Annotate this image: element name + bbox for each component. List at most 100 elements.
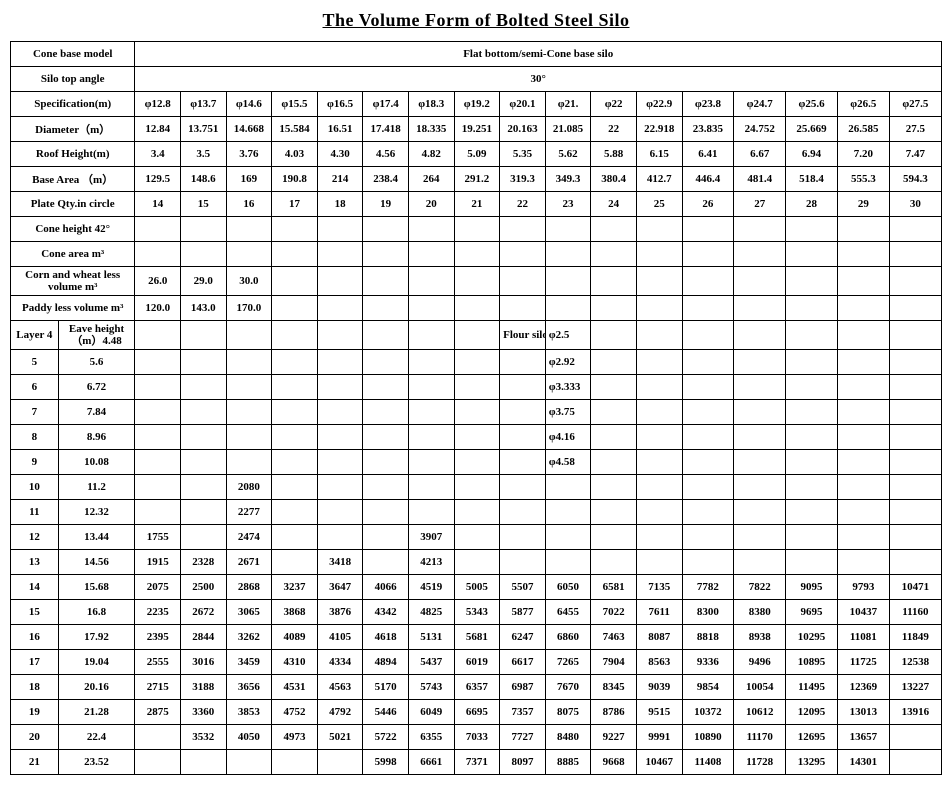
val-6-7 — [454, 375, 500, 400]
val-10-7 — [454, 475, 500, 500]
cone-height-7 — [454, 217, 500, 242]
row-roof-height-13: 6.67 — [734, 142, 786, 167]
row-plate-qty-3: 17 — [272, 192, 318, 217]
row-specification-7: φ19.2 — [454, 92, 500, 117]
flour-row-8: Flour silo — [500, 321, 546, 350]
row-roof-height-11: 6.15 — [636, 142, 682, 167]
val-12-15 — [837, 525, 889, 550]
silo-table: Cone base modelFlat bottom/semi-Cone bas… — [10, 41, 942, 775]
val-9-1 — [180, 450, 226, 475]
row-diameter-9: 21.085 — [545, 117, 591, 142]
row-diameter-0: 12.84 — [135, 117, 181, 142]
row-plate-qty-7: 21 — [454, 192, 500, 217]
val-11-3 — [272, 500, 318, 525]
val-12-13 — [734, 525, 786, 550]
val-12-0: 1755 — [135, 525, 181, 550]
val-10-3 — [272, 475, 318, 500]
corn-0: 26.0 — [135, 267, 181, 296]
cone-area-13 — [734, 242, 786, 267]
val-7-10 — [591, 400, 637, 425]
corn-3 — [272, 267, 318, 296]
val-7-1 — [180, 400, 226, 425]
row-plate-qty-0: 14 — [135, 192, 181, 217]
table-row: Specification(m)φ12.8φ13.7φ14.6φ15.5φ16.… — [11, 92, 942, 117]
val-12-8 — [500, 525, 546, 550]
layer-num-14: 14 — [11, 575, 59, 600]
val-17-16: 12538 — [889, 650, 941, 675]
val-6-0 — [135, 375, 181, 400]
header-angle30: 30° — [135, 67, 942, 92]
val-20-0 — [135, 725, 181, 750]
row-plate-qty-14: 28 — [786, 192, 838, 217]
row-specification-8: φ20.1 — [500, 92, 546, 117]
val-15-14: 9695 — [786, 600, 838, 625]
row-plate-qty-6: 20 — [408, 192, 454, 217]
cone-height-8 — [500, 217, 546, 242]
flour-row-11 — [636, 321, 682, 350]
val-7-9: φ3.75 — [545, 400, 591, 425]
eave-5: 5.6 — [58, 350, 135, 375]
val-18-14: 11495 — [786, 675, 838, 700]
val-18-10: 8345 — [591, 675, 637, 700]
cone-height-10 — [591, 217, 637, 242]
row-base-area-15: 555.3 — [837, 167, 889, 192]
val-13-12 — [682, 550, 734, 575]
val-11-15 — [837, 500, 889, 525]
val-10-13 — [734, 475, 786, 500]
row-paddy-4 — [317, 296, 363, 321]
table-row: Paddy less volume m³120.0143.0170.0 — [11, 296, 942, 321]
row-specification-15: φ26.5 — [837, 92, 889, 117]
table-row: 1112.322277 — [11, 500, 942, 525]
val-5-8 — [500, 350, 546, 375]
val-16-4: 4105 — [317, 625, 363, 650]
row-roof-height-5: 4.56 — [363, 142, 409, 167]
val-10-9 — [545, 475, 591, 500]
val-8-3 — [272, 425, 318, 450]
val-8-11 — [636, 425, 682, 450]
row-paddy: Paddy less volume m³ — [11, 296, 135, 321]
table-row: 1516.82235267230653868387643424825534358… — [11, 600, 942, 625]
val-11-0 — [135, 500, 181, 525]
cone-area-4 — [317, 242, 363, 267]
cone-height-2 — [226, 217, 272, 242]
val-16-3: 4089 — [272, 625, 318, 650]
row-diameter-4: 16.51 — [317, 117, 363, 142]
eave-12: 13.44 — [58, 525, 135, 550]
row-paddy-9 — [545, 296, 591, 321]
row-roof-height-14: 6.94 — [786, 142, 838, 167]
flour-row-16 — [889, 321, 941, 350]
eave-16: 17.92 — [58, 625, 135, 650]
row-specification-14: φ25.6 — [786, 92, 838, 117]
row-base-area-3: 190.8 — [272, 167, 318, 192]
val-12-12 — [682, 525, 734, 550]
val-13-2: 2671 — [226, 550, 272, 575]
val-18-5: 5170 — [363, 675, 409, 700]
val-13-13 — [734, 550, 786, 575]
val-16-16: 11849 — [889, 625, 941, 650]
val-5-4 — [317, 350, 363, 375]
val-14-5: 4066 — [363, 575, 409, 600]
val-5-0 — [135, 350, 181, 375]
val-7-3 — [272, 400, 318, 425]
cone-area-2 — [226, 242, 272, 267]
val-11-7 — [454, 500, 500, 525]
val-18-13: 10054 — [734, 675, 786, 700]
corn-13 — [734, 267, 786, 296]
val-14-16: 10471 — [889, 575, 941, 600]
val-9-15 — [837, 450, 889, 475]
row-specification-5: φ17.4 — [363, 92, 409, 117]
row-specification-2: φ14.6 — [226, 92, 272, 117]
val-16-8: 6247 — [500, 625, 546, 650]
row-base-area-5: 238.4 — [363, 167, 409, 192]
row-diameter-3: 15.584 — [272, 117, 318, 142]
row-roof-height-10: 5.88 — [591, 142, 637, 167]
row-specification: Specification(m) — [11, 92, 135, 117]
layer-num-18: 18 — [11, 675, 59, 700]
val-12-6: 3907 — [408, 525, 454, 550]
cone-area-16 — [889, 242, 941, 267]
row-specification-16: φ27.5 — [889, 92, 941, 117]
row-specification-13: φ24.7 — [734, 92, 786, 117]
val-15-11: 7611 — [636, 600, 682, 625]
table-row: 1719.04255530163459431043344894543760196… — [11, 650, 942, 675]
row-specification-4: φ16.5 — [317, 92, 363, 117]
